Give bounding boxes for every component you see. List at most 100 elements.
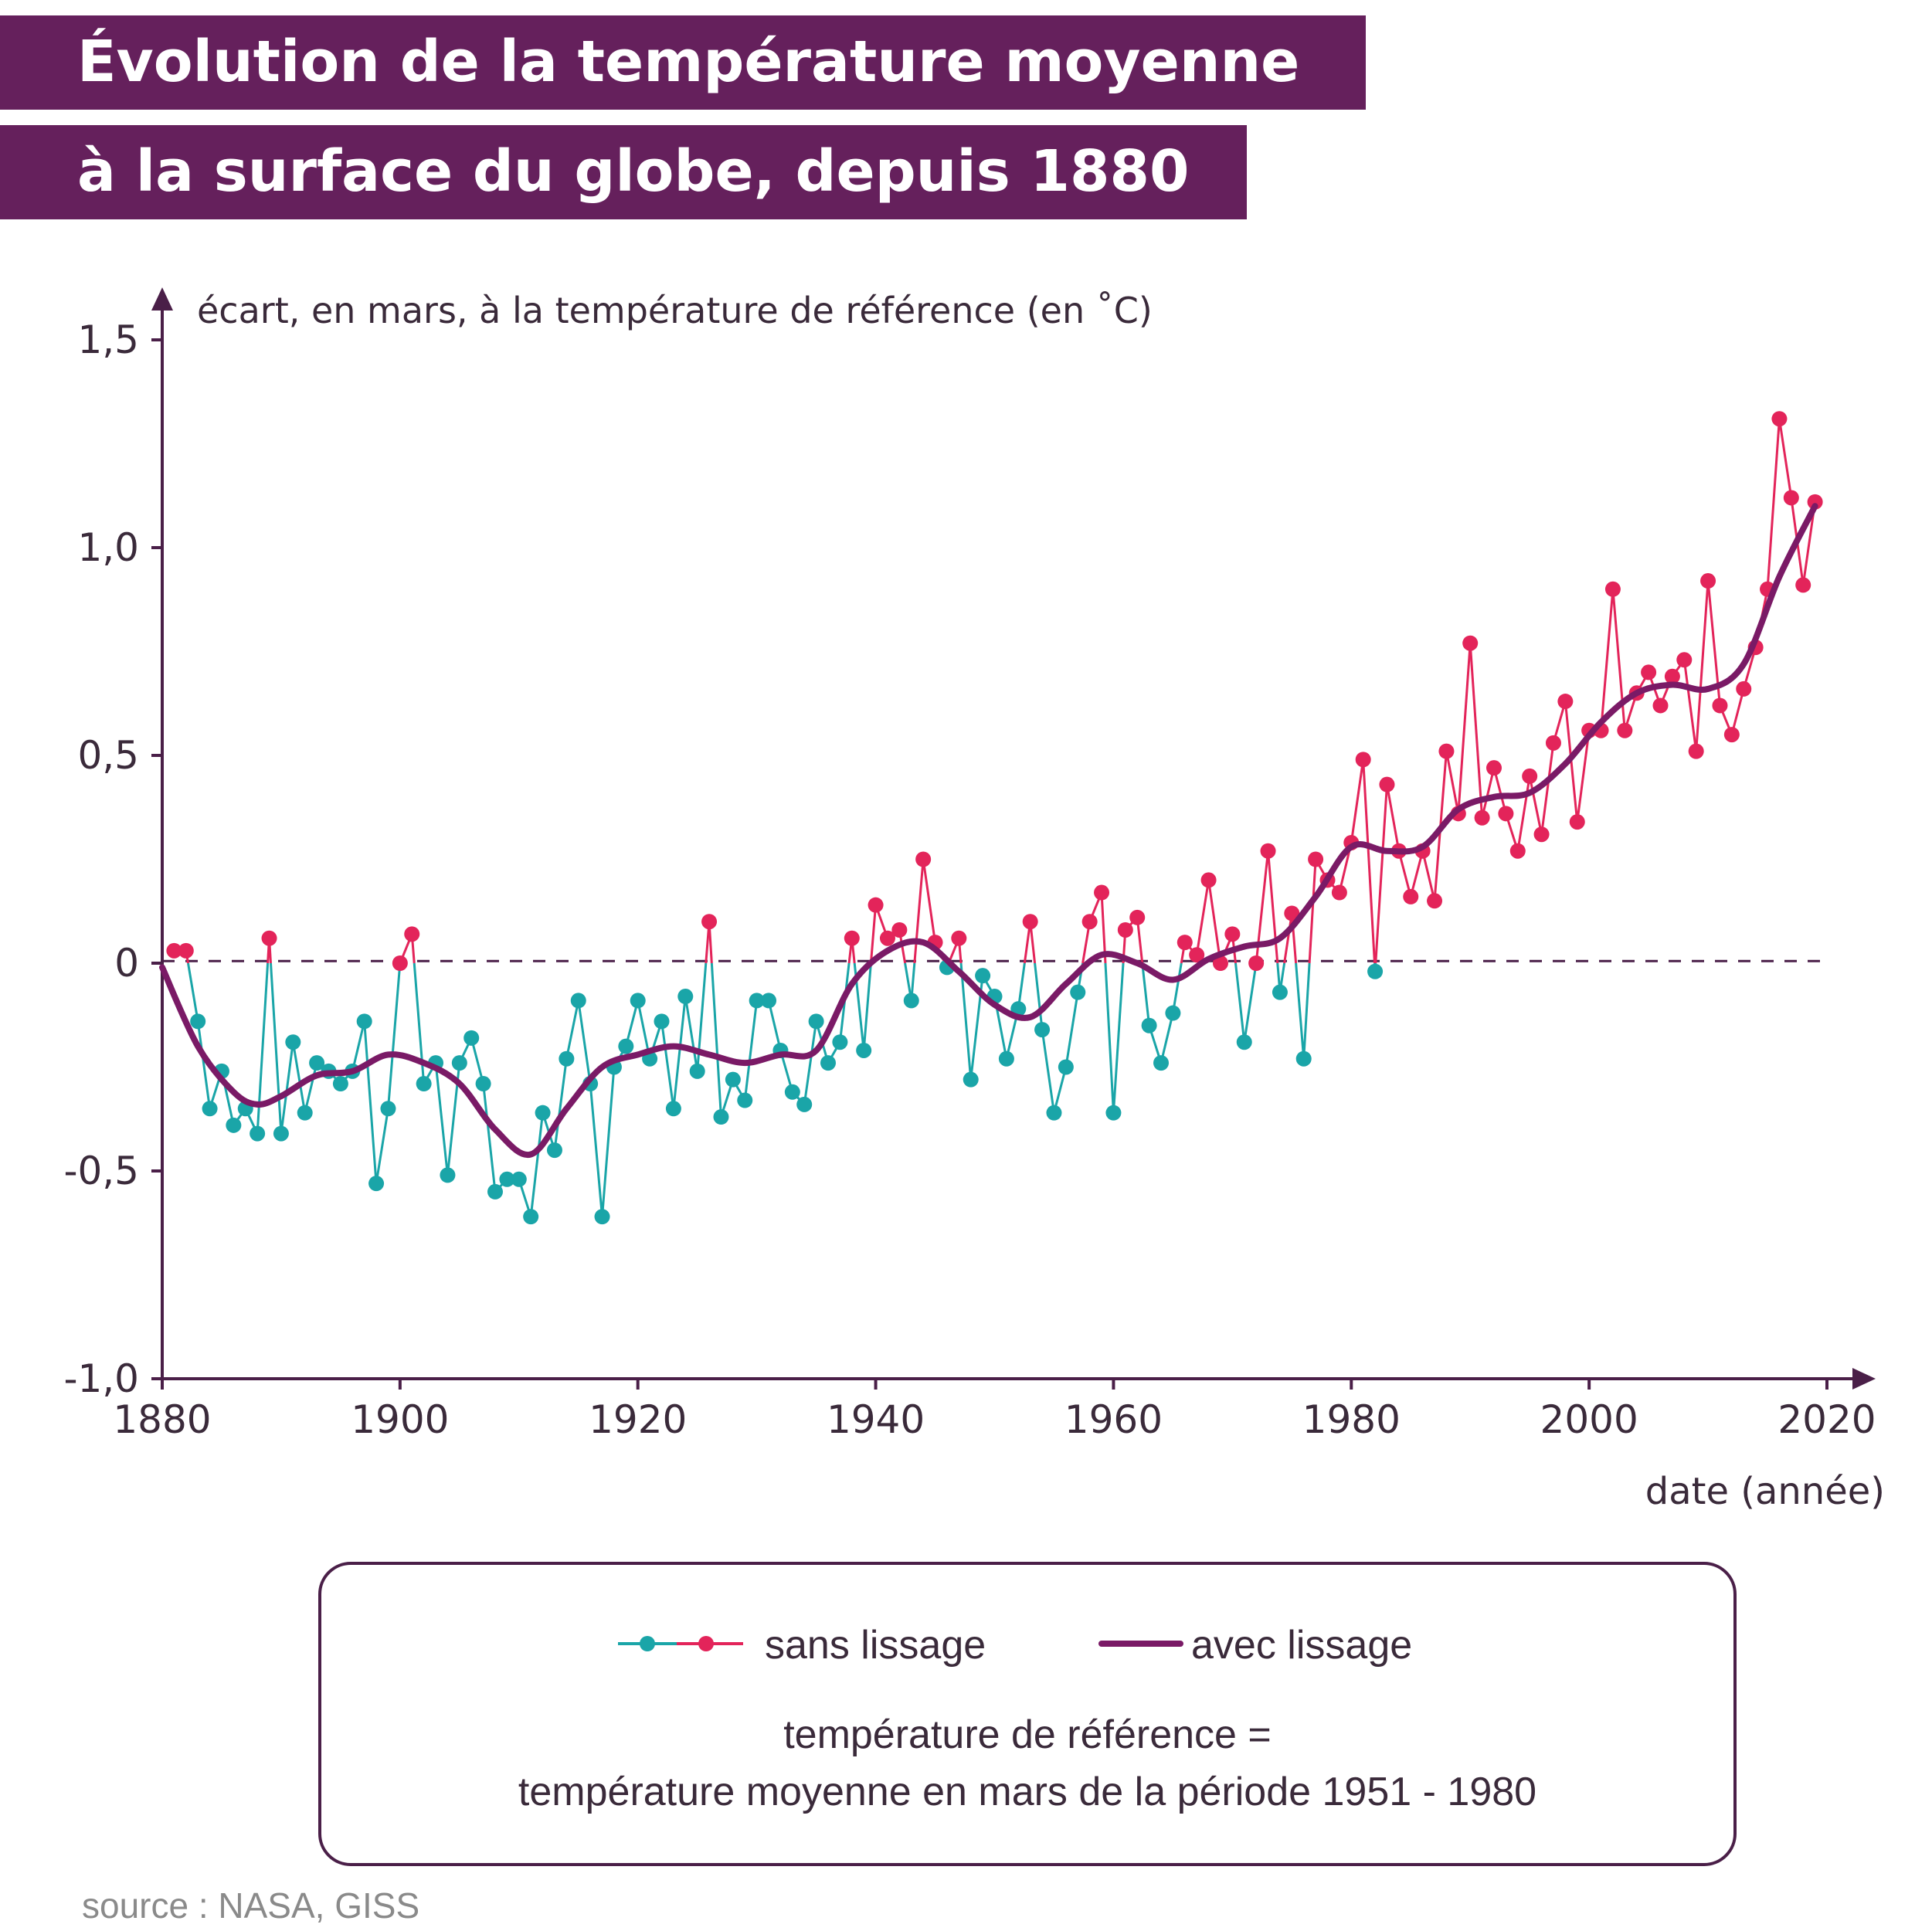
data-point [832,1034,848,1050]
data-point [891,921,908,938]
raw-segment [1041,1029,1055,1113]
data-point [1474,809,1490,826]
data-point [1807,494,1823,510]
data-point [1236,1034,1252,1050]
data-point [404,926,420,942]
x-ticks: 1880 1900 1920 1940 1960 1980 2000 2020 [113,1379,1876,1442]
data-point [963,1071,979,1088]
data-point [654,1013,670,1030]
chart-axes [151,287,1876,1390]
data-point [559,1050,575,1067]
raw-segment [1195,880,1210,955]
source-note: source : NASA, GISS [82,1885,420,1926]
data-point [737,1092,753,1108]
raw-segment [1141,962,1151,1026]
data-point [1795,577,1811,593]
raw-segment [660,1021,675,1109]
data-point [1700,573,1716,589]
data-point [1427,893,1443,909]
data-point [1248,955,1265,971]
y-tick-label: 1,5 [77,317,139,362]
data-point [1403,888,1419,904]
data-point [1652,697,1669,714]
raw-segment [589,1083,604,1217]
data-point [665,1101,681,1117]
data-point [951,930,967,946]
raw-segment [187,962,199,1022]
data-point [440,1167,456,1183]
x-tick-label: 2000 [1540,1397,1638,1442]
raw-segment [1421,850,1436,901]
raw-segment [1104,962,1115,1113]
data-point [1177,935,1193,951]
data-point [1522,768,1538,784]
data-point [1034,1022,1051,1038]
data-point [1771,411,1788,427]
legend-row: sans lissage avec lissage [321,1614,1733,1676]
raw-segment [470,1037,485,1084]
raw-segment [1397,850,1412,898]
data-point [499,1171,515,1187]
x-axis-label: date (année) [1645,1470,1885,1513]
data-point [1308,851,1324,867]
data-point [511,1171,527,1187]
data-point [1438,743,1455,759]
data-point [1367,963,1384,979]
x-tick-label: 1880 [113,1397,211,1442]
series-avec-lissage-line [159,503,1818,1159]
chart: 1,51,00,50-0,5-1,0 1880 1900 1920 1940 1960 1… [63,287,1885,1513]
data-point [1117,921,1133,938]
data-point [725,1071,741,1088]
raw-segment [1730,688,1745,735]
raw-segment [803,1021,818,1105]
data-point [380,1101,396,1117]
data-point [1736,680,1752,697]
raw-segment [1516,775,1531,851]
raw-segment [375,1108,389,1184]
data-point [166,942,182,959]
data-point [1224,926,1241,942]
data-point [701,914,718,930]
raw-segment [1171,962,1183,1013]
data-point [1545,735,1561,751]
raw-segment [922,859,937,943]
data-point [879,930,895,946]
data-point [202,1101,218,1117]
raw-segment [672,996,687,1109]
raw-segment [1778,418,1793,498]
x-tick-label: 2020 [1778,1397,1876,1442]
raw-segment [1053,1067,1068,1114]
raw-segment [743,1000,759,1101]
raw-segment [351,1020,366,1072]
raw-segment [1283,913,1293,964]
raw-segment [913,859,925,964]
raw-segment [1445,751,1460,814]
raw-segment [1481,767,1496,819]
raw-segment [1600,589,1615,731]
reference-definition-line-1: température de référence = [783,1712,1272,1757]
raw-segment [767,1000,782,1051]
raw-segment [1682,660,1698,752]
raw-segment [1064,992,1079,1067]
y-tick-label: -0,5 [63,1149,139,1193]
data-point [820,1055,836,1071]
raw-segment [529,1112,545,1217]
data-point [1617,722,1633,738]
raw-segment [565,1000,580,1060]
raw-segment [1409,850,1424,898]
raw-segment [1528,775,1543,835]
raw-segment [434,1062,449,1176]
raw-segment [553,1058,568,1151]
x-tick-label: 1940 [827,1397,925,1442]
data-point [273,1125,289,1142]
legend-smoothed-marker-icon [1098,1641,1183,1647]
data-point [868,897,884,913]
data-point [297,1105,313,1121]
data-point [1165,1005,1181,1021]
data-point [1022,914,1038,930]
data-point [1260,843,1276,859]
data-point [1486,760,1502,776]
data-point [1212,955,1228,971]
raw-segment [256,962,270,1134]
data-point [523,1209,539,1225]
